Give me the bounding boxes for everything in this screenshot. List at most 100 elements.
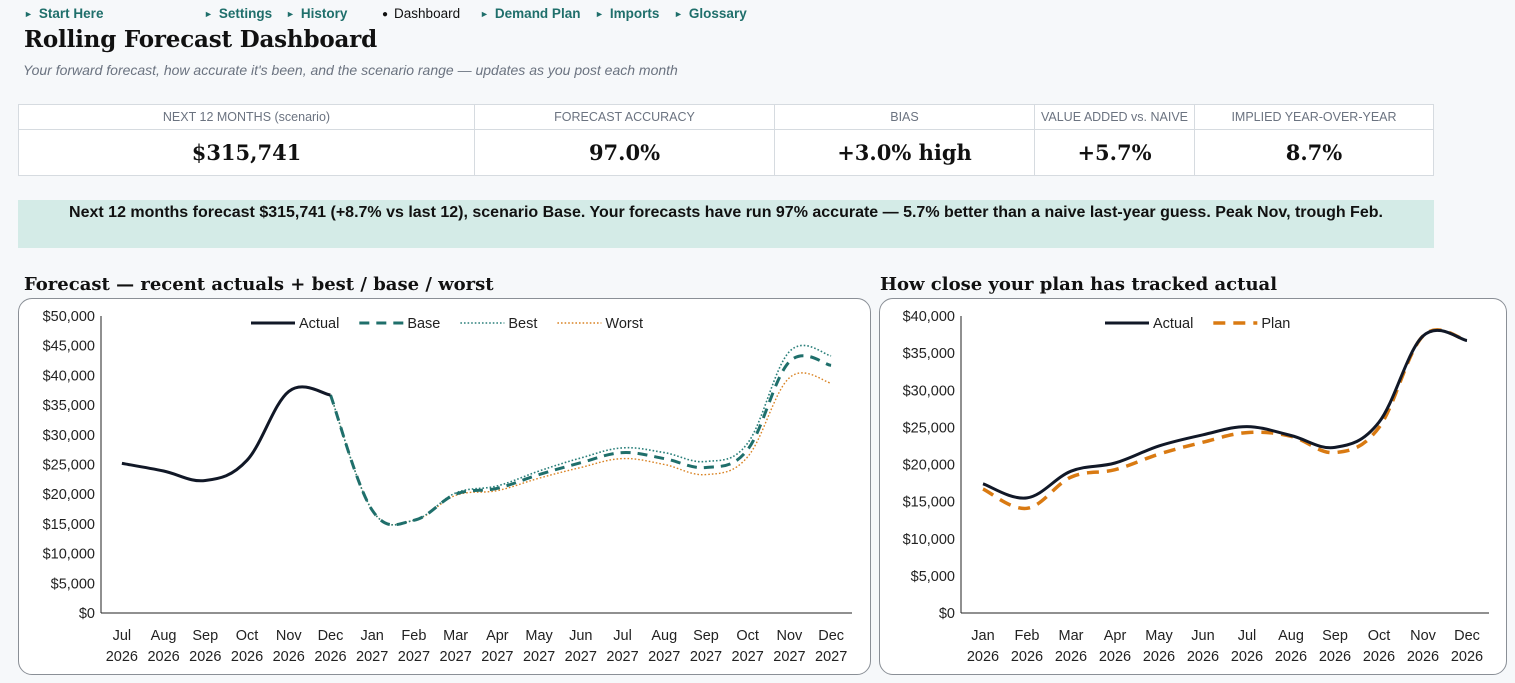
series-line-plan bbox=[982, 328, 1468, 511]
legend-label-plan: Plan bbox=[1261, 316, 1290, 332]
legend-label-actual: Actual bbox=[299, 316, 339, 332]
nav-bullet-icon: ► bbox=[595, 9, 604, 19]
nav-label: Dashboard bbox=[394, 6, 461, 21]
kpi-label: BIAS bbox=[775, 105, 1034, 130]
kpi-label: FORECAST ACCURACY bbox=[475, 105, 774, 130]
series-line-actual bbox=[982, 328, 1468, 500]
kpi-value: +3.0% high bbox=[837, 140, 972, 165]
y-tick-label: $20,000 bbox=[903, 458, 955, 474]
x-tick-label: Sep 2026 bbox=[1319, 628, 1351, 665]
y-tick-label: $30,000 bbox=[903, 383, 955, 399]
nav-history[interactable]: ► History bbox=[286, 6, 347, 21]
x-tick-label: Nov 2026 bbox=[273, 628, 305, 665]
y-tick-label: $15,000 bbox=[43, 517, 95, 533]
nav-label: Demand Plan bbox=[494, 6, 581, 21]
x-tick-label: Oct 2026 bbox=[1363, 628, 1395, 665]
kpi-label: NEXT 12 MONTHS (scenario) bbox=[19, 105, 474, 130]
plan-chart-title: How close your plan has tracked actual bbox=[880, 274, 1278, 295]
kpi-table: NEXT 12 MONTHS (scenario) $315,741 FOREC… bbox=[18, 104, 1434, 176]
page-subtitle: Your forward forecast, how accurate it's… bbox=[23, 62, 678, 78]
legend-label-actual: Actual bbox=[1153, 316, 1193, 332]
x-tick-label: Oct 2027 bbox=[732, 628, 764, 665]
y-tick-label: $20,000 bbox=[43, 487, 95, 503]
y-tick-label: $15,000 bbox=[903, 495, 955, 511]
nav-active-dot-icon: ● bbox=[382, 9, 389, 20]
kpi-value: $315,741 bbox=[191, 140, 302, 165]
kpi-bias: BIAS +3.0% high bbox=[775, 105, 1035, 175]
kpi-forecast-accuracy: FORECAST ACCURACY 97.0% bbox=[475, 105, 775, 175]
kpi-implied-yoy: IMPLIED YEAR-OVER-YEAR 8.7% bbox=[1195, 105, 1433, 175]
plan-chart-svg: $0 $5,000 $10,000 $15,000 $20,000 $25,000 $30,… bbox=[903, 309, 1489, 665]
y-tick-label: $10,000 bbox=[903, 532, 955, 548]
x-tick-label: Sep 2026 bbox=[189, 628, 221, 665]
nav-start-here[interactable]: ► Start Here bbox=[24, 6, 103, 21]
y-tick-label: $40,000 bbox=[43, 368, 95, 384]
x-tick-label: Nov 2027 bbox=[773, 628, 805, 665]
x-tick-label: Jul 2026 bbox=[106, 628, 138, 665]
legend-label-base: Base bbox=[407, 316, 440, 332]
nav-label: Imports bbox=[609, 6, 660, 21]
series-line-worst bbox=[329, 372, 832, 526]
forecast-chart: $0 $5,000 $10,000 $15,000 $20,000 $25,000 $30,… bbox=[18, 298, 871, 675]
y-tick-label: $50,000 bbox=[43, 309, 95, 325]
legend-label-best: Best bbox=[508, 316, 537, 332]
nav-dashboard[interactable]: ● Dashboard bbox=[382, 6, 460, 21]
x-tick-label: Jul 2027 bbox=[606, 628, 638, 665]
legend-label-worst: Worst bbox=[605, 316, 643, 332]
summary-banner: Next 12 months forecast $315,741 (+8.7% … bbox=[18, 200, 1434, 248]
x-tick-label: Jan 2027 bbox=[356, 628, 388, 665]
x-tick-label: Jun 2027 bbox=[565, 628, 597, 665]
y-tick-label: $35,000 bbox=[43, 398, 95, 414]
kpi-next-12-months: NEXT 12 MONTHS (scenario) $315,741 bbox=[19, 105, 475, 175]
x-tick-label: Apr 2027 bbox=[481, 628, 513, 665]
page-title: Rolling Forecast Dashboard bbox=[24, 26, 377, 53]
x-tick-label: Dec 2027 bbox=[815, 628, 847, 665]
x-tick-label: May 2026 bbox=[1143, 628, 1175, 665]
nav-bullet-icon: ► bbox=[204, 9, 213, 19]
nav-imports[interactable]: ► Imports bbox=[595, 6, 659, 21]
kpi-value: +5.7% bbox=[1077, 140, 1152, 165]
y-tick-label: $25,000 bbox=[43, 458, 95, 474]
y-tick-label: $0 bbox=[79, 606, 95, 622]
x-tick-label: Feb 2027 bbox=[398, 628, 430, 665]
x-tick-label: Aug 2027 bbox=[648, 628, 680, 665]
x-tick-label: Dec 2026 bbox=[314, 628, 346, 665]
x-tick-label: Jul 2026 bbox=[1231, 628, 1263, 665]
x-tick-label: Aug 2026 bbox=[1275, 628, 1307, 665]
x-tick-label: Mar 2026 bbox=[1055, 628, 1087, 665]
nav-bullet-icon: ► bbox=[286, 9, 295, 19]
y-tick-label: $10,000 bbox=[43, 547, 95, 563]
y-tick-label: $45,000 bbox=[43, 339, 95, 355]
x-tick-label: Jan 2026 bbox=[967, 628, 999, 665]
y-tick-label: $25,000 bbox=[903, 420, 955, 436]
nav-bullet-icon: ► bbox=[480, 9, 489, 19]
kpi-value: 97.0% bbox=[588, 140, 661, 165]
x-tick-label: Sep 2027 bbox=[690, 628, 722, 665]
nav-bullet-icon: ► bbox=[24, 9, 33, 19]
forecast-chart-title: Forecast — recent actuals + best / base … bbox=[24, 274, 494, 295]
nav-label: History bbox=[300, 6, 348, 21]
plan-vs-actual-chart: $0 $5,000 $10,000 $15,000 $20,000 $25,000 $30,… bbox=[879, 298, 1507, 675]
series-line-actual bbox=[121, 385, 331, 483]
nav-label: Settings bbox=[218, 6, 273, 21]
series-line-base bbox=[329, 354, 832, 527]
x-tick-label: May 2027 bbox=[523, 628, 555, 665]
kpi-label: IMPLIED YEAR-OVER-YEAR bbox=[1195, 105, 1433, 130]
kpi-value: 8.7% bbox=[1285, 140, 1343, 165]
top-nav: ► Start Here ► Settings ► History ● Dashboar… bbox=[0, 6, 1515, 24]
x-tick-label: Feb 2026 bbox=[1011, 628, 1043, 665]
y-tick-label: $30,000 bbox=[43, 428, 95, 444]
nav-bullet-icon: ► bbox=[674, 9, 683, 19]
y-tick-label: $5,000 bbox=[51, 576, 95, 592]
x-tick-label: Nov 2026 bbox=[1407, 628, 1439, 665]
nav-glossary[interactable]: ► Glossary bbox=[674, 6, 747, 21]
x-tick-label: Apr 2026 bbox=[1099, 628, 1131, 665]
nav-label: Start Here bbox=[38, 6, 104, 21]
x-tick-label: Dec 2026 bbox=[1451, 628, 1483, 665]
nav-label: Glossary bbox=[688, 6, 747, 21]
nav-settings[interactable]: ► Settings bbox=[204, 6, 272, 21]
y-tick-label: $40,000 bbox=[903, 309, 955, 325]
x-tick-label: Aug 2026 bbox=[147, 628, 179, 665]
nav-demand-plan[interactable]: ► Demand Plan bbox=[480, 6, 580, 21]
series-line-best bbox=[329, 344, 832, 526]
